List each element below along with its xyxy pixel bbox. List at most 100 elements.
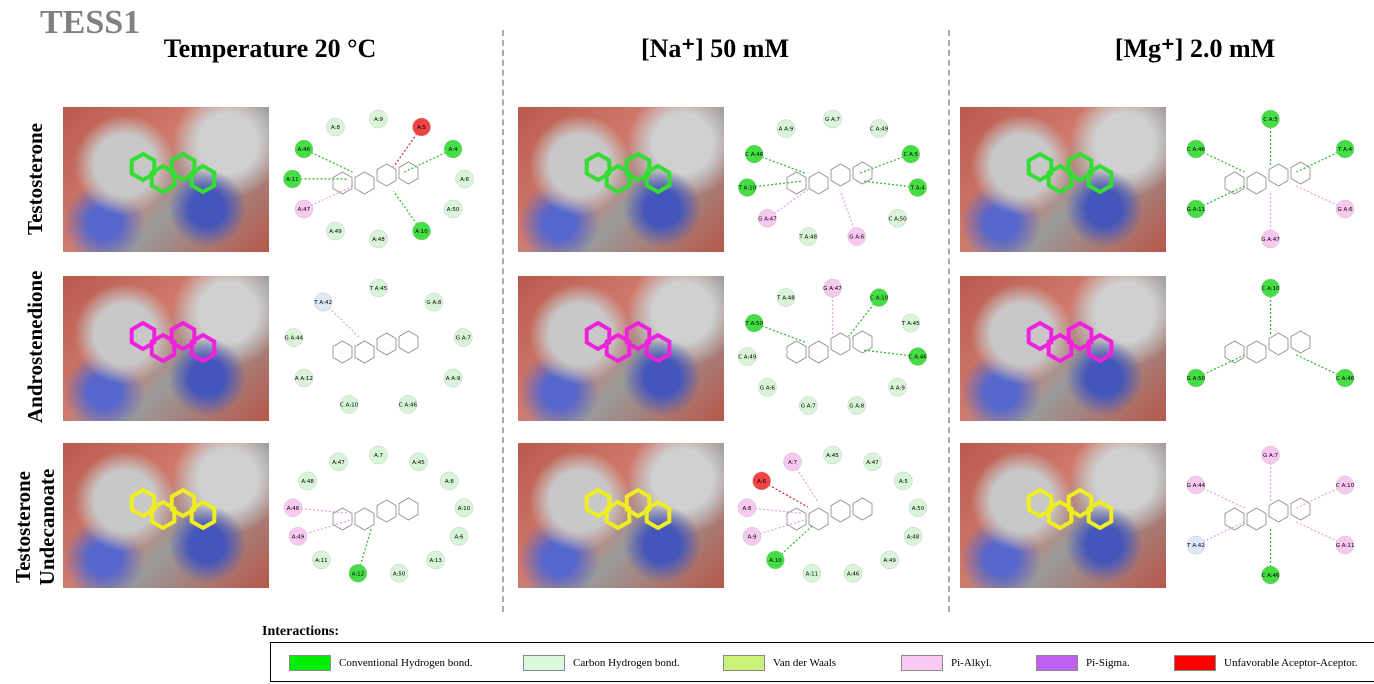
interaction-diagram: C A:10C A:46G A:50 — [1168, 273, 1373, 423]
residue: G A:7 — [1262, 446, 1280, 464]
ligand — [960, 443, 1166, 588]
residue-label: G A:47 — [1261, 237, 1280, 243]
residue-label: A:10 — [769, 558, 782, 564]
residue: C A:10 — [340, 395, 359, 413]
residue-label: A:49 — [329, 229, 342, 235]
residue: G A:11 — [1187, 200, 1206, 218]
residue-label: C A:5 — [1263, 117, 1278, 123]
ligand-2d — [1225, 508, 1244, 530]
residue-label: T A:42 — [1186, 543, 1205, 549]
structure-image — [960, 107, 1166, 252]
ligand-ring — [1089, 166, 1112, 192]
residue: G A:6 — [758, 378, 776, 396]
residue: A:47 — [295, 200, 313, 218]
residue-label: C A:50 — [889, 216, 908, 222]
residue-label: A:46 — [847, 571, 860, 577]
column-header: [Na⁺] 50 mM — [495, 34, 935, 64]
residue-label: G A:7 — [1263, 453, 1279, 459]
residue-label: G A:11 — [1187, 207, 1206, 213]
residue: A:49 — [289, 527, 307, 545]
residue: C A:49 — [738, 348, 757, 366]
interaction-diagram: C A:5 T A:4 G A:6 G A:47 G A:11 C A:46 — [1168, 104, 1373, 254]
ligand-2d — [333, 172, 352, 194]
residue: A:9 — [370, 110, 388, 128]
legend-item: Unfavorable Aceptor-Aceptor. — [1174, 655, 1358, 671]
ligand — [63, 107, 269, 252]
residue-label: A:10 — [458, 506, 471, 512]
residue: T A:50 — [744, 314, 763, 332]
legend: Conventional Hydrogen bond. Carbon Hydrog… — [270, 642, 1374, 682]
residue: G A:8 — [425, 293, 443, 311]
residue-label: T A:45 — [369, 286, 388, 292]
residue: A:10 — [413, 222, 431, 240]
legend-label: Pi-Sigma. — [1086, 657, 1130, 669]
residue: A:50 — [390, 564, 408, 582]
residue: A:47 — [329, 453, 347, 471]
ligand-2d — [1225, 341, 1244, 363]
ligand-2d — [399, 331, 418, 353]
ligand-2d — [809, 172, 828, 194]
residue-label: A:49 — [883, 558, 896, 564]
legend-item: Pi-Alkyl. — [901, 655, 992, 671]
legend-item: Carbon Hydrogen bond. — [523, 655, 680, 671]
legend-label: Pi-Alkyl. — [951, 657, 992, 669]
ligand-ring — [192, 166, 215, 192]
residue-label: A:48 — [301, 479, 314, 485]
ligand-2d — [377, 333, 396, 355]
residue-label: A:48 — [372, 237, 385, 243]
residue: A:12 — [349, 564, 367, 582]
residue: A:7 — [370, 446, 388, 464]
row-label: Testosterone Undecanoate — [11, 452, 59, 602]
residue-label: A:45 — [826, 453, 839, 459]
legend-swatch — [289, 655, 331, 671]
residue-label: A:6 — [460, 177, 470, 183]
residue: A:11 — [283, 170, 301, 188]
residue-label: A:9 — [374, 117, 384, 123]
column-header: [Mg⁺] 2.0 mM — [975, 34, 1374, 64]
legend-item: Van der Waals — [723, 655, 836, 671]
residue-label: T A:45 — [901, 321, 920, 327]
residue-label: A:12 — [352, 571, 365, 577]
residue: C A:46 — [1187, 140, 1206, 158]
row-label: Testosterone — [23, 104, 47, 254]
residue: G A:8 — [848, 397, 866, 415]
structure-image — [960, 276, 1166, 421]
residue-label: G A:8 — [849, 404, 865, 410]
ligand-2d — [355, 341, 374, 363]
residue-label: T A:50 — [744, 321, 763, 327]
ligand-2d — [377, 500, 396, 522]
ligand — [518, 107, 724, 252]
residue: A:46 — [295, 140, 313, 158]
ligand-2d — [787, 341, 806, 363]
residue: C A:5 — [902, 145, 920, 163]
residue: T A:4 — [1336, 140, 1354, 158]
ligand — [63, 276, 269, 421]
residue: G A:6 — [1336, 200, 1354, 218]
structure-image — [63, 276, 269, 421]
residue-label: T A:4 — [910, 186, 926, 192]
residue: T A:48 — [776, 289, 795, 307]
residue-label: A:7 — [374, 453, 384, 459]
residue: G A:44 — [1187, 476, 1206, 494]
residue-label: A:8 — [445, 479, 455, 485]
residue: A:5 — [894, 472, 912, 490]
ligand-2d — [1291, 498, 1310, 520]
structure-image — [63, 443, 269, 588]
ligand-2d — [333, 341, 352, 363]
residue: A:8 — [440, 472, 458, 490]
residue: A:6 — [450, 527, 468, 545]
legend-label: Conventional Hydrogen bond. — [339, 657, 473, 669]
residue: A:49 — [326, 222, 344, 240]
residue-label: A:11 — [806, 571, 819, 577]
residue-label: C A:49 — [870, 127, 889, 133]
ligand-2d — [1225, 172, 1244, 194]
ligand-2d — [355, 508, 374, 530]
ligand-ring — [1089, 502, 1112, 528]
residue: A A:9 — [777, 120, 795, 138]
residue: A:8 — [326, 118, 344, 136]
residue: G A:6 — [848, 228, 866, 246]
residue: A:45 — [824, 446, 842, 464]
residue: C A:10 — [1336, 476, 1355, 494]
ligand-2d — [853, 162, 872, 184]
ligand-2d — [399, 162, 418, 184]
